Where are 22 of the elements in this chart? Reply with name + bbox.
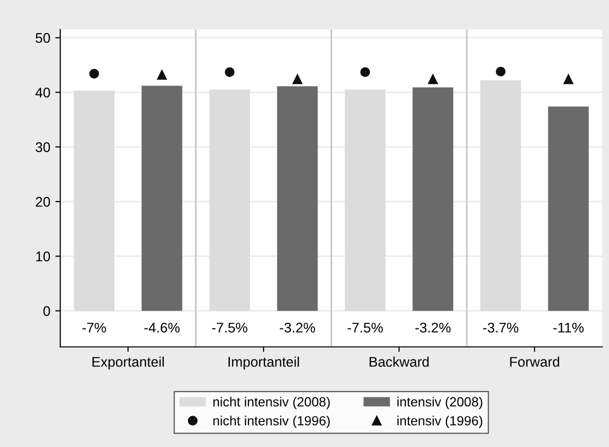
y-tick-label: 40 bbox=[35, 88, 50, 98]
annotation: -11% bbox=[553, 322, 584, 333]
annotation: -4.6% bbox=[144, 322, 180, 333]
legend-label: intensiv (1996) bbox=[397, 416, 482, 428]
y-tick-label: 0 bbox=[43, 306, 50, 316]
annotation: -3.7% bbox=[483, 322, 518, 333]
legend-label: nicht intensiv (1996) bbox=[213, 416, 330, 428]
y-tick-label: 30 bbox=[36, 142, 50, 152]
x-tick-label: Backward bbox=[370, 356, 429, 367]
legend-label: nicht intensiv (2008) bbox=[213, 396, 330, 410]
legend-label: intensiv (2008) bbox=[397, 396, 482, 410]
y-tick-label: 50 bbox=[36, 33, 50, 43]
annotation: -3.2% bbox=[415, 322, 451, 333]
x-tick-label: Importanteil bbox=[228, 356, 299, 370]
x-tick-label: Exportanteil bbox=[92, 356, 164, 370]
x-tick-label: Forward bbox=[510, 356, 560, 367]
annotation: -7% bbox=[82, 322, 106, 333]
annotation: -7.5% bbox=[212, 322, 248, 333]
y-tick-label: 10 bbox=[36, 252, 50, 262]
annotation: -7.5% bbox=[348, 322, 383, 333]
y-tick-label: 20 bbox=[36, 196, 50, 207]
annotation: -3.2% bbox=[280, 322, 316, 333]
